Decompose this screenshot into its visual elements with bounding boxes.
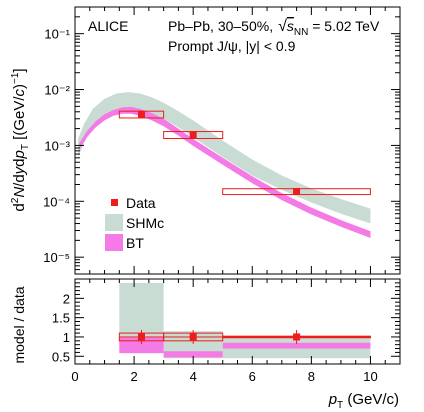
ratio-ticks: 0.5 1 1.5 2 0 2 4 6 8 10 [52, 278, 401, 384]
legend-data-marker [111, 199, 118, 206]
experiment-label: ALICE [88, 18, 128, 34]
data-point-0 [137, 110, 145, 118]
x-tick-label: 2 [130, 369, 137, 384]
system-text: Pb–Pb, 30–50%, [168, 18, 273, 34]
x-tick-label: 4 [190, 369, 197, 384]
ratio-y-tick-label: 1.5 [52, 311, 70, 326]
legend-bt-swatch [105, 234, 123, 251]
energy-value: = 5.02 TeV [308, 18, 380, 34]
energy-subscript: NN [294, 27, 308, 38]
ratio-band-bt-1 [163, 351, 223, 358]
sqrt-sign: √ [278, 18, 287, 35]
x-axis-symbol: p [328, 391, 337, 408]
x-axis-title: pT (GeV/c) [328, 391, 399, 411]
ratio-y-tick-label: 0.5 [52, 349, 70, 364]
energy-symbol: s [287, 18, 294, 34]
ratio-y-tick-label: 1 [63, 330, 70, 345]
x-tick-label: 0 [71, 369, 78, 384]
data-point-1 [189, 131, 197, 139]
system-label: Pb–Pb, 30–50%, √sNN = 5.02 TeV [168, 18, 380, 38]
y-tick-label: 10⁻³ [44, 138, 70, 153]
data-point-2 [293, 187, 301, 195]
ratio-point-1 [189, 333, 197, 341]
ratio-data-markers [118, 329, 371, 344]
x-tick-label: 10 [363, 369, 377, 384]
spectrum-ticks: 10⁻⁵ 10⁻⁴ 10⁻³ 10⁻² 10⁻¹ [43, 7, 401, 274]
ratio-band-bt-2 [222, 342, 371, 349]
x-tick-label: 8 [308, 369, 315, 384]
ratio-point-2 [293, 333, 301, 341]
legend-shmc-swatch [105, 214, 123, 231]
legend-data-label: Data [126, 195, 156, 211]
data-markers [118, 110, 371, 196]
ratio-y-tick-label: 2 [63, 291, 70, 306]
ratio-bands [119, 282, 371, 359]
y-axis-title-text: d2N/dydpT [(GeV/c)−1] [10, 68, 31, 211]
spectrum-panel: 10⁻⁵ 10⁻⁴ 10⁻³ 10⁻² 10⁻¹ ALICE Pb–Pb, 30–50%… [10, 6, 401, 275]
y-tick-label: 10⁻⁴ [43, 194, 70, 209]
x-axis-subscript: T [337, 400, 343, 411]
y-tick-label: 10⁻¹ [44, 27, 70, 42]
y-tick-label: 10⁻² [44, 83, 70, 98]
y-tick-label: 10⁻⁵ [43, 250, 70, 265]
ratio-panel: 0.5 1 1.5 2 0 2 4 6 8 10 model / data pT (GeV/c) [11, 278, 401, 411]
ratio-point-0 [137, 333, 145, 341]
legend: Data SHMc BT [105, 195, 164, 251]
ratio-y-axis-title-text: model / data [11, 286, 27, 363]
x-axis-unit: (GeV/c) [343, 391, 399, 408]
x-tick-label: 6 [249, 369, 256, 384]
band-bt [79, 106, 371, 239]
legend-shmc-label: SHMc [126, 215, 164, 231]
particle-label: Prompt J/ψ, |y| < 0.9 [168, 38, 296, 54]
ratio-y-axis-title: model / data [11, 286, 27, 363]
legend-bt-label: BT [126, 235, 144, 251]
ratio-band-bt-0 [119, 337, 164, 354]
y-axis-title: d2N/dydpT [(GeV/c)−1] [10, 68, 31, 211]
